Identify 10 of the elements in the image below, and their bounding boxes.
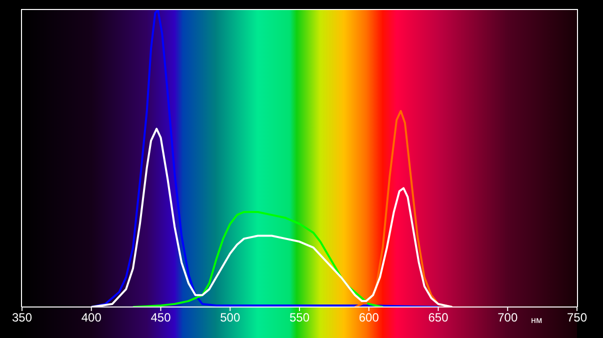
x-tick-label: 450 [150,310,172,325]
x-tick-label: 350 [12,310,32,325]
x-tick-label: 600 [358,310,380,325]
x-tick-label: 550 [289,310,310,325]
x-tick-label: 500 [220,310,240,325]
x-tick-label: 650 [428,310,449,325]
x-tick-label: 700 [498,310,518,325]
x-axis-title: нм [531,315,542,325]
x-tick-label: 400 [81,310,102,325]
x-tick-label: 750 [566,310,588,325]
